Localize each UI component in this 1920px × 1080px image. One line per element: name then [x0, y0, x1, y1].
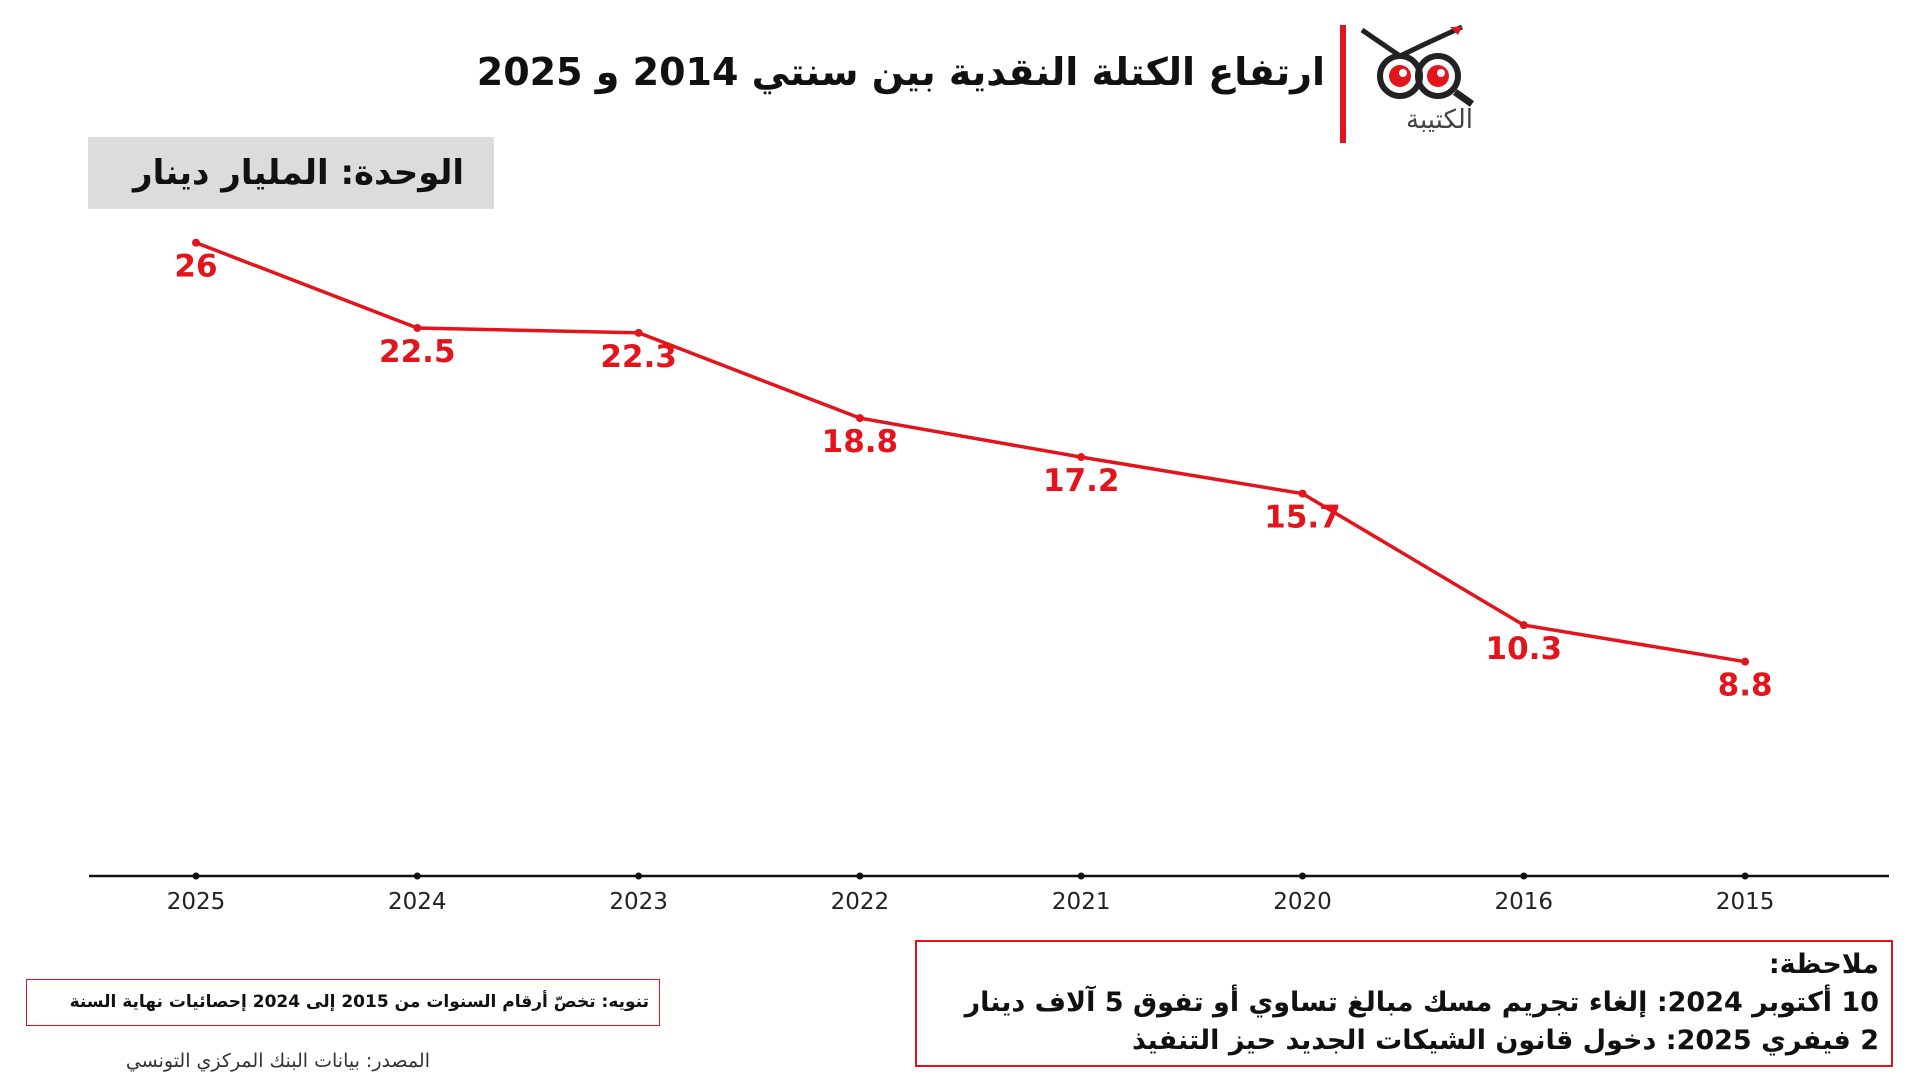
logo-eyes — [1360, 24, 1475, 107]
data-label: 18.8 — [822, 424, 899, 460]
chart-title: ارتفاع الكتلة النقدية بين سنتي 2014 و 20… — [476, 50, 1325, 94]
x-tick-label: 2015 — [1716, 889, 1775, 915]
data-label: 22.5 — [379, 334, 456, 370]
x-tick-label: 2022 — [831, 889, 890, 915]
data-label: 22.3 — [600, 339, 677, 375]
x-tick-label: 2025 — [167, 889, 226, 915]
data-label: 17.2 — [1043, 463, 1120, 499]
x-tick — [192, 872, 200, 880]
logo-bar — [1340, 25, 1346, 143]
data-label: 15.7 — [1264, 500, 1341, 536]
data-point — [855, 414, 864, 423]
source: المصدر: بيانات البنك المركزي التونسي — [125, 1050, 430, 1072]
data-point — [1519, 621, 1528, 630]
x-tick-label: 2020 — [1273, 889, 1332, 915]
note-heading: ملاحظة: — [1768, 949, 1879, 980]
data-line — [195, 241, 1746, 664]
x-tick — [1077, 872, 1085, 880]
data-label: 8.8 — [1718, 668, 1773, 704]
x-tick — [635, 872, 643, 880]
x-tick — [856, 872, 864, 880]
x-tick-label: 2023 — [609, 889, 668, 915]
data-point — [634, 328, 643, 337]
data-point — [1298, 489, 1307, 498]
data-point — [413, 323, 422, 332]
x-tick — [1299, 872, 1306, 880]
data-point — [1077, 453, 1086, 462]
note-line: 2 فيفري 2025: دخول قانون الشيكات الجديد … — [1131, 1025, 1879, 1056]
x-tick — [1520, 872, 1528, 880]
data-point — [1741, 657, 1750, 666]
data-label: 26 — [174, 249, 217, 285]
data-point — [192, 238, 200, 247]
x-tick-label: 2016 — [1495, 889, 1554, 915]
x-tick — [1741, 872, 1749, 880]
data-label: 10.3 — [1486, 631, 1563, 667]
unit-label: الوحدة: المليار دينار — [88, 137, 494, 209]
x-tick — [413, 872, 421, 880]
logo-text: الكتيبة — [1406, 105, 1473, 135]
note-box: ملاحظة: 10 أكتوبر 2024: إلغاء تجريم مسك … — [915, 940, 1893, 1067]
disclaimer: تنويه: تخصّ أرقام السنوات من 2015 إلى 20… — [26, 979, 660, 1026]
x-tick-label: 2021 — [1052, 889, 1111, 915]
x-tick-label: 2024 — [388, 889, 447, 915]
note-line: 10 أكتوبر 2024: إلغاء تجريم مسك مبالغ تس… — [964, 987, 1879, 1018]
